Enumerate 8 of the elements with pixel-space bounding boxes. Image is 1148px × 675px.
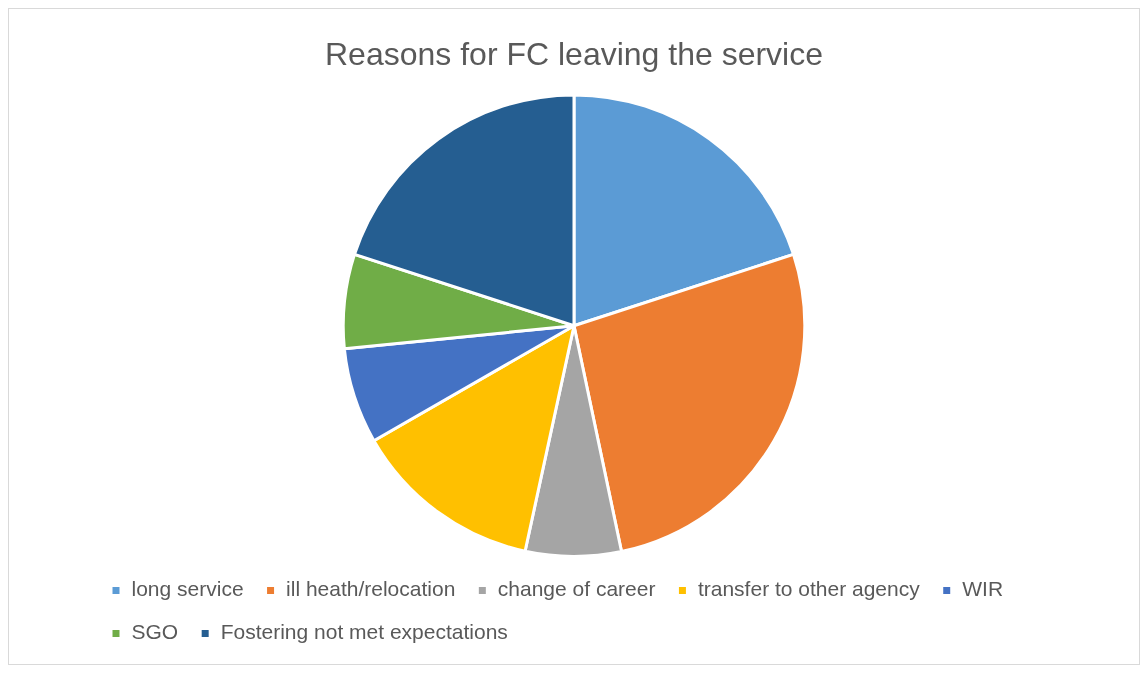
chart-title: Reasons for FC leaving the service	[325, 36, 823, 73]
legend-label: SGO	[131, 620, 179, 644]
legend-label: long service	[131, 577, 244, 601]
legend-label: transfer to other agency	[697, 577, 921, 601]
legend-label: change of career	[497, 577, 656, 601]
legend-label: WIR	[962, 577, 1004, 601]
legend-label: ill heath/relocation	[286, 577, 456, 601]
legend-label: Fostering not met expectations	[220, 620, 508, 644]
